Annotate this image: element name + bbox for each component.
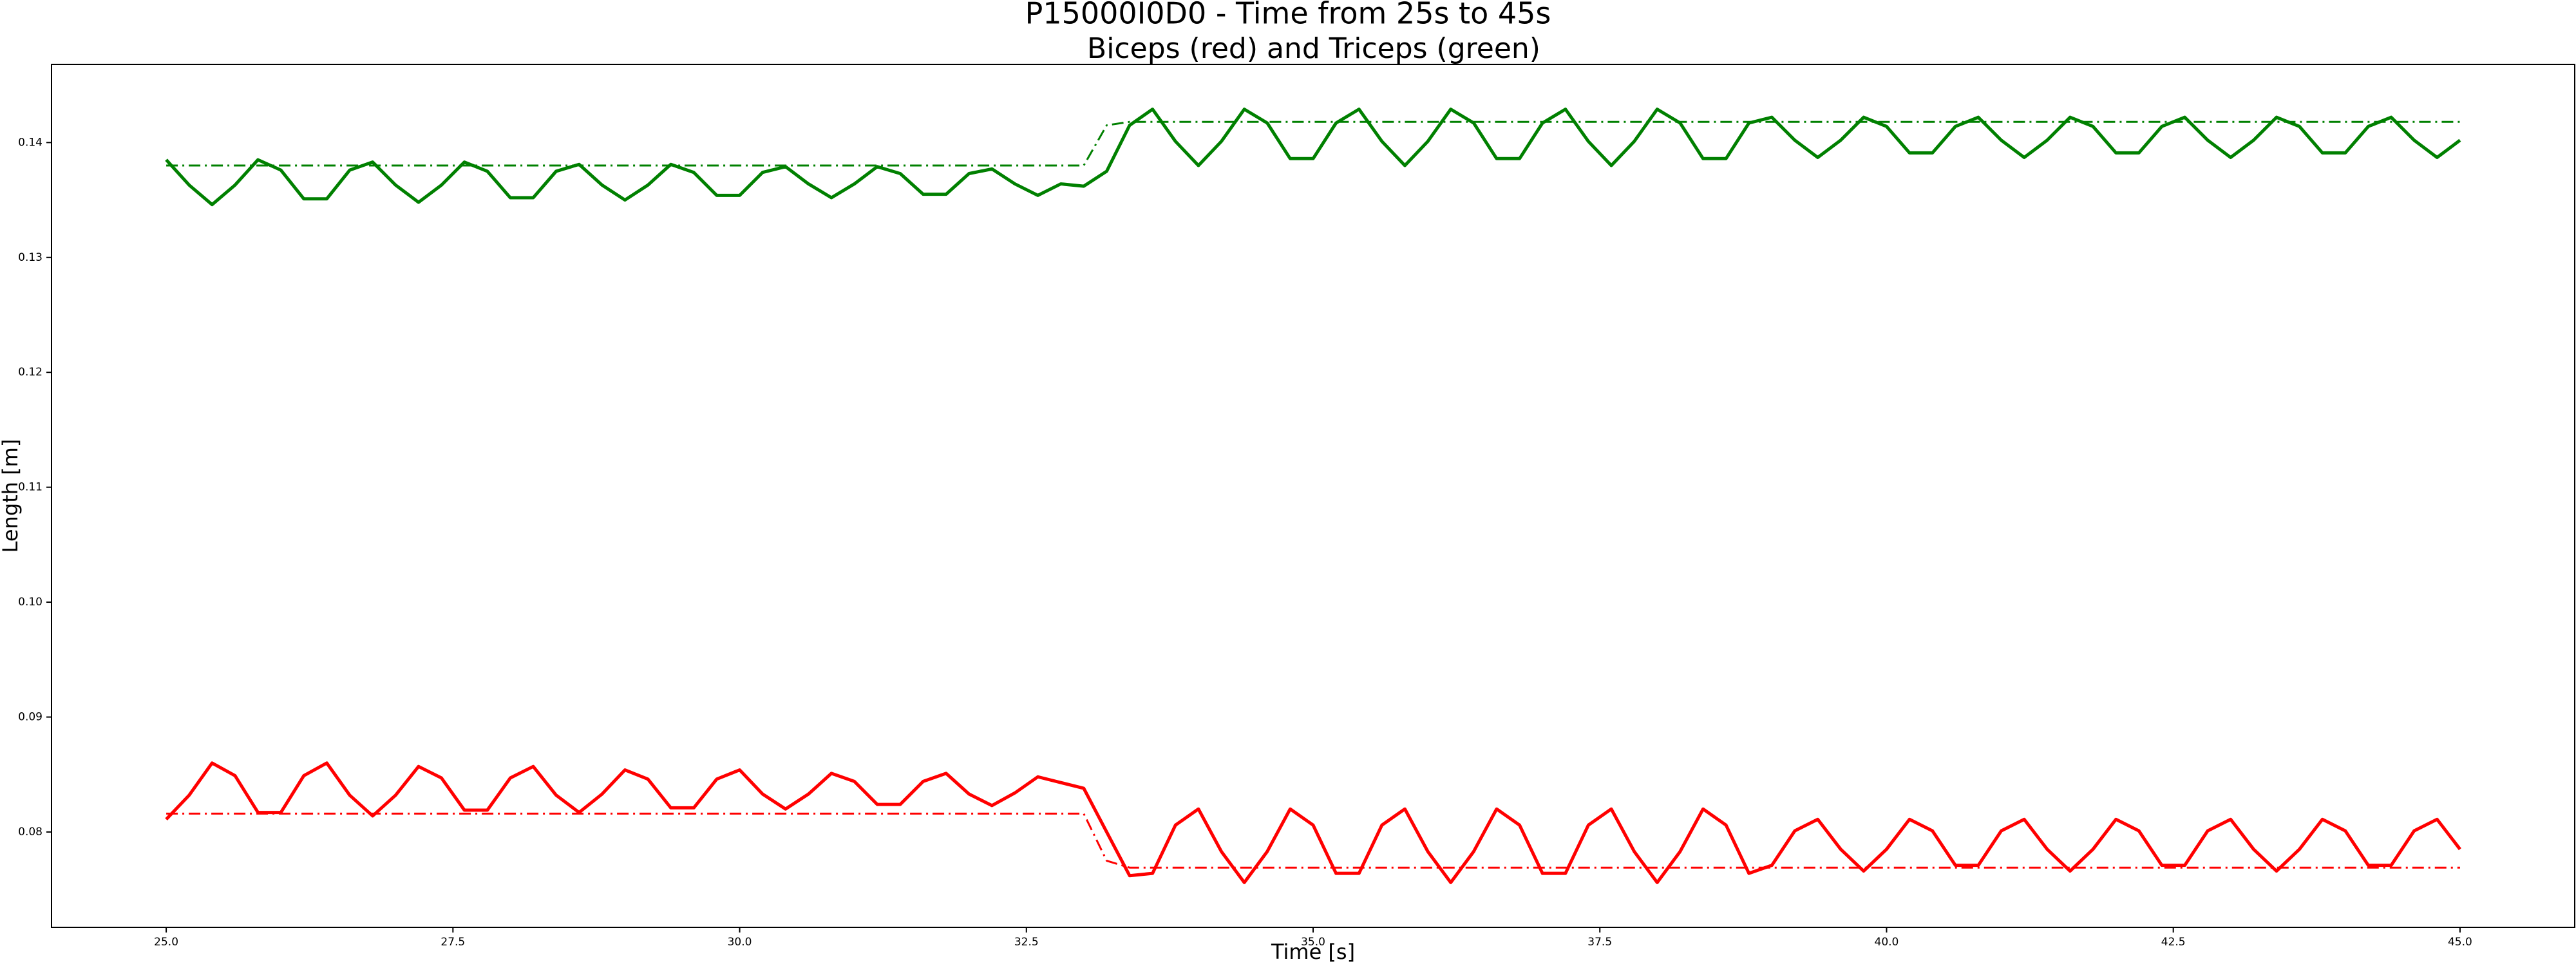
- x-tick-label: 25.0: [154, 936, 178, 949]
- y-tick-label: 0.08: [18, 826, 43, 838]
- y-tick-label: 0.11: [18, 481, 43, 494]
- x-tick-label: 30.0: [728, 936, 752, 949]
- x-tick-label: 32.5: [1014, 936, 1039, 949]
- y-tick-label: 0.14: [18, 136, 43, 149]
- y-tick-label: 0.13: [18, 251, 43, 264]
- x-tick-label: 35.0: [1301, 936, 1325, 949]
- x-tick-label: 42.5: [2161, 936, 2186, 949]
- x-tick-label: 27.5: [440, 936, 465, 949]
- y-axis-label: Length [m]: [0, 439, 23, 553]
- x-tick-label: 45.0: [2448, 936, 2472, 949]
- reference-line: [166, 812, 2460, 869]
- x-tick-label: 37.5: [1587, 936, 1612, 949]
- y-tick-label: 0.09: [18, 710, 43, 723]
- y-tick-label: 0.12: [18, 366, 43, 379]
- chart-title: P15000I0D0 - Time from 25s to 45s: [1025, 0, 1551, 31]
- x-tick-label: 40.0: [1875, 936, 1899, 949]
- y-tick-label: 0.10: [18, 596, 43, 609]
- data-line: [165, 108, 2461, 207]
- x-axis-label: Time [s]: [1271, 940, 1355, 964]
- data-line: [165, 761, 2461, 884]
- chart-subtitle: Biceps (red) and Triceps (green): [1087, 32, 1540, 65]
